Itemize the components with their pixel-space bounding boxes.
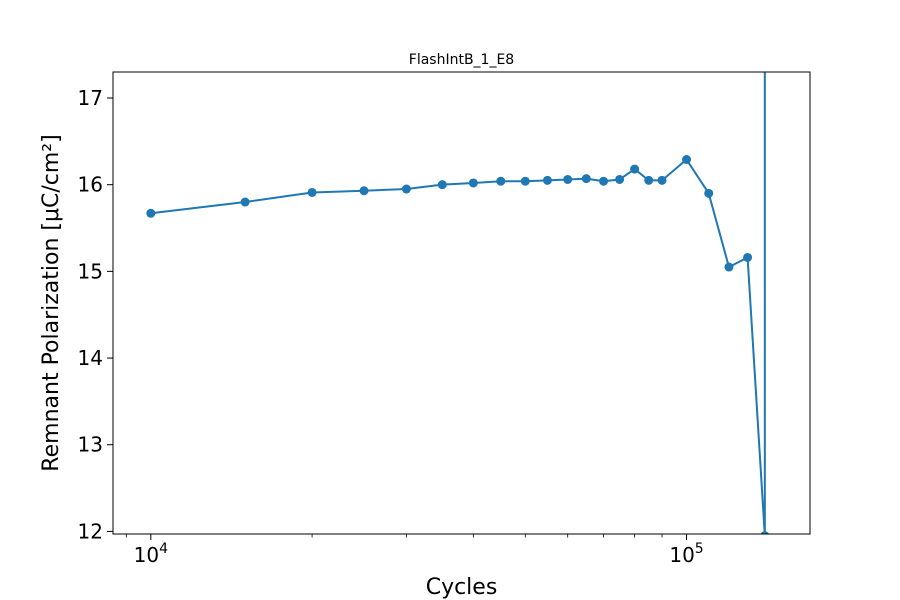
x-axis: 104 105 — [125, 534, 704, 567]
data-point — [760, 531, 769, 534]
data-point — [644, 175, 654, 185]
data-point — [581, 174, 591, 184]
data-point — [401, 184, 411, 194]
x-axis-label: Cycles — [426, 575, 498, 600]
data-point — [359, 186, 369, 196]
data-point — [743, 252, 753, 262]
data-point — [657, 175, 667, 185]
y-axis: 12 13 14 15 16 17 — [78, 86, 113, 543]
y-tick-label: 13 — [78, 433, 103, 457]
y-tick-label: 14 — [78, 346, 103, 370]
y-tick-label: 15 — [78, 259, 103, 283]
plot-frame — [112, 71, 811, 535]
data-point — [468, 178, 478, 188]
x-tick-label: 104 — [134, 541, 168, 567]
data-point — [724, 262, 734, 272]
data-point — [307, 187, 317, 197]
series-line — [150, 72, 766, 534]
data-point — [630, 164, 640, 174]
y-axis-label: Remnant Polarization [μC/cm²] — [39, 134, 64, 471]
data-point — [146, 208, 156, 218]
y-tick-label: 17 — [78, 86, 103, 110]
x-tick-label: 105 — [669, 541, 703, 567]
data-point — [542, 175, 552, 185]
chart-title: FlashIntB_1_E8 — [409, 52, 514, 68]
data-layer — [146, 72, 769, 534]
data-point — [599, 176, 609, 186]
data-point — [563, 174, 573, 184]
y-tick-label: 12 — [78, 519, 103, 543]
y-tick-label: 16 — [78, 173, 103, 197]
data-point — [520, 176, 530, 186]
data-point — [240, 197, 250, 207]
data-point — [615, 174, 625, 184]
data-point — [682, 155, 692, 165]
data-point — [704, 188, 714, 198]
data-point — [437, 180, 447, 190]
data-point — [496, 176, 506, 186]
